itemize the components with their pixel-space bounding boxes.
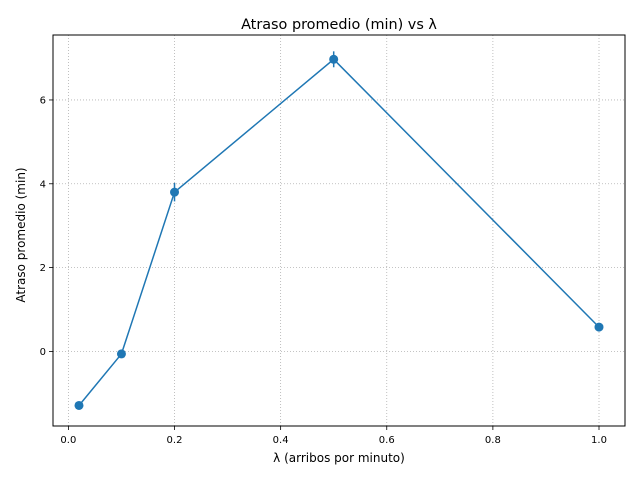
chart-title: Atraso promedio (min) vs λ [241, 17, 437, 33]
x-tick-label: 0.6 [379, 435, 395, 446]
y-axis-label: Atraso promedio (min) [14, 167, 28, 302]
x-tick-label: 0.8 [485, 435, 501, 446]
data-point [170, 187, 180, 197]
y-tick-label: 4 [40, 179, 46, 190]
grid-lines [53, 35, 625, 426]
data-point [116, 349, 126, 359]
data-series [74, 51, 604, 410]
data-point [329, 54, 339, 64]
y-tick-label: 6 [40, 95, 46, 106]
x-axis-label: λ (arribos por minuto) [273, 451, 405, 465]
y-tick-label: 0 [40, 347, 46, 358]
axes-frame [52, 34, 626, 427]
data-point [594, 322, 604, 332]
axis-ticks: 0.0 0.2 0.4 0.6 0.8 1.0 0 2 4 6 [40, 95, 607, 446]
x-tick-label: 0.2 [167, 435, 183, 446]
y-tick-label: 2 [40, 263, 46, 274]
data-point [74, 400, 84, 410]
x-tick-label: 0.4 [273, 435, 289, 446]
x-tick-label: 0.0 [60, 435, 76, 446]
x-tick-label: 1.0 [591, 435, 607, 446]
